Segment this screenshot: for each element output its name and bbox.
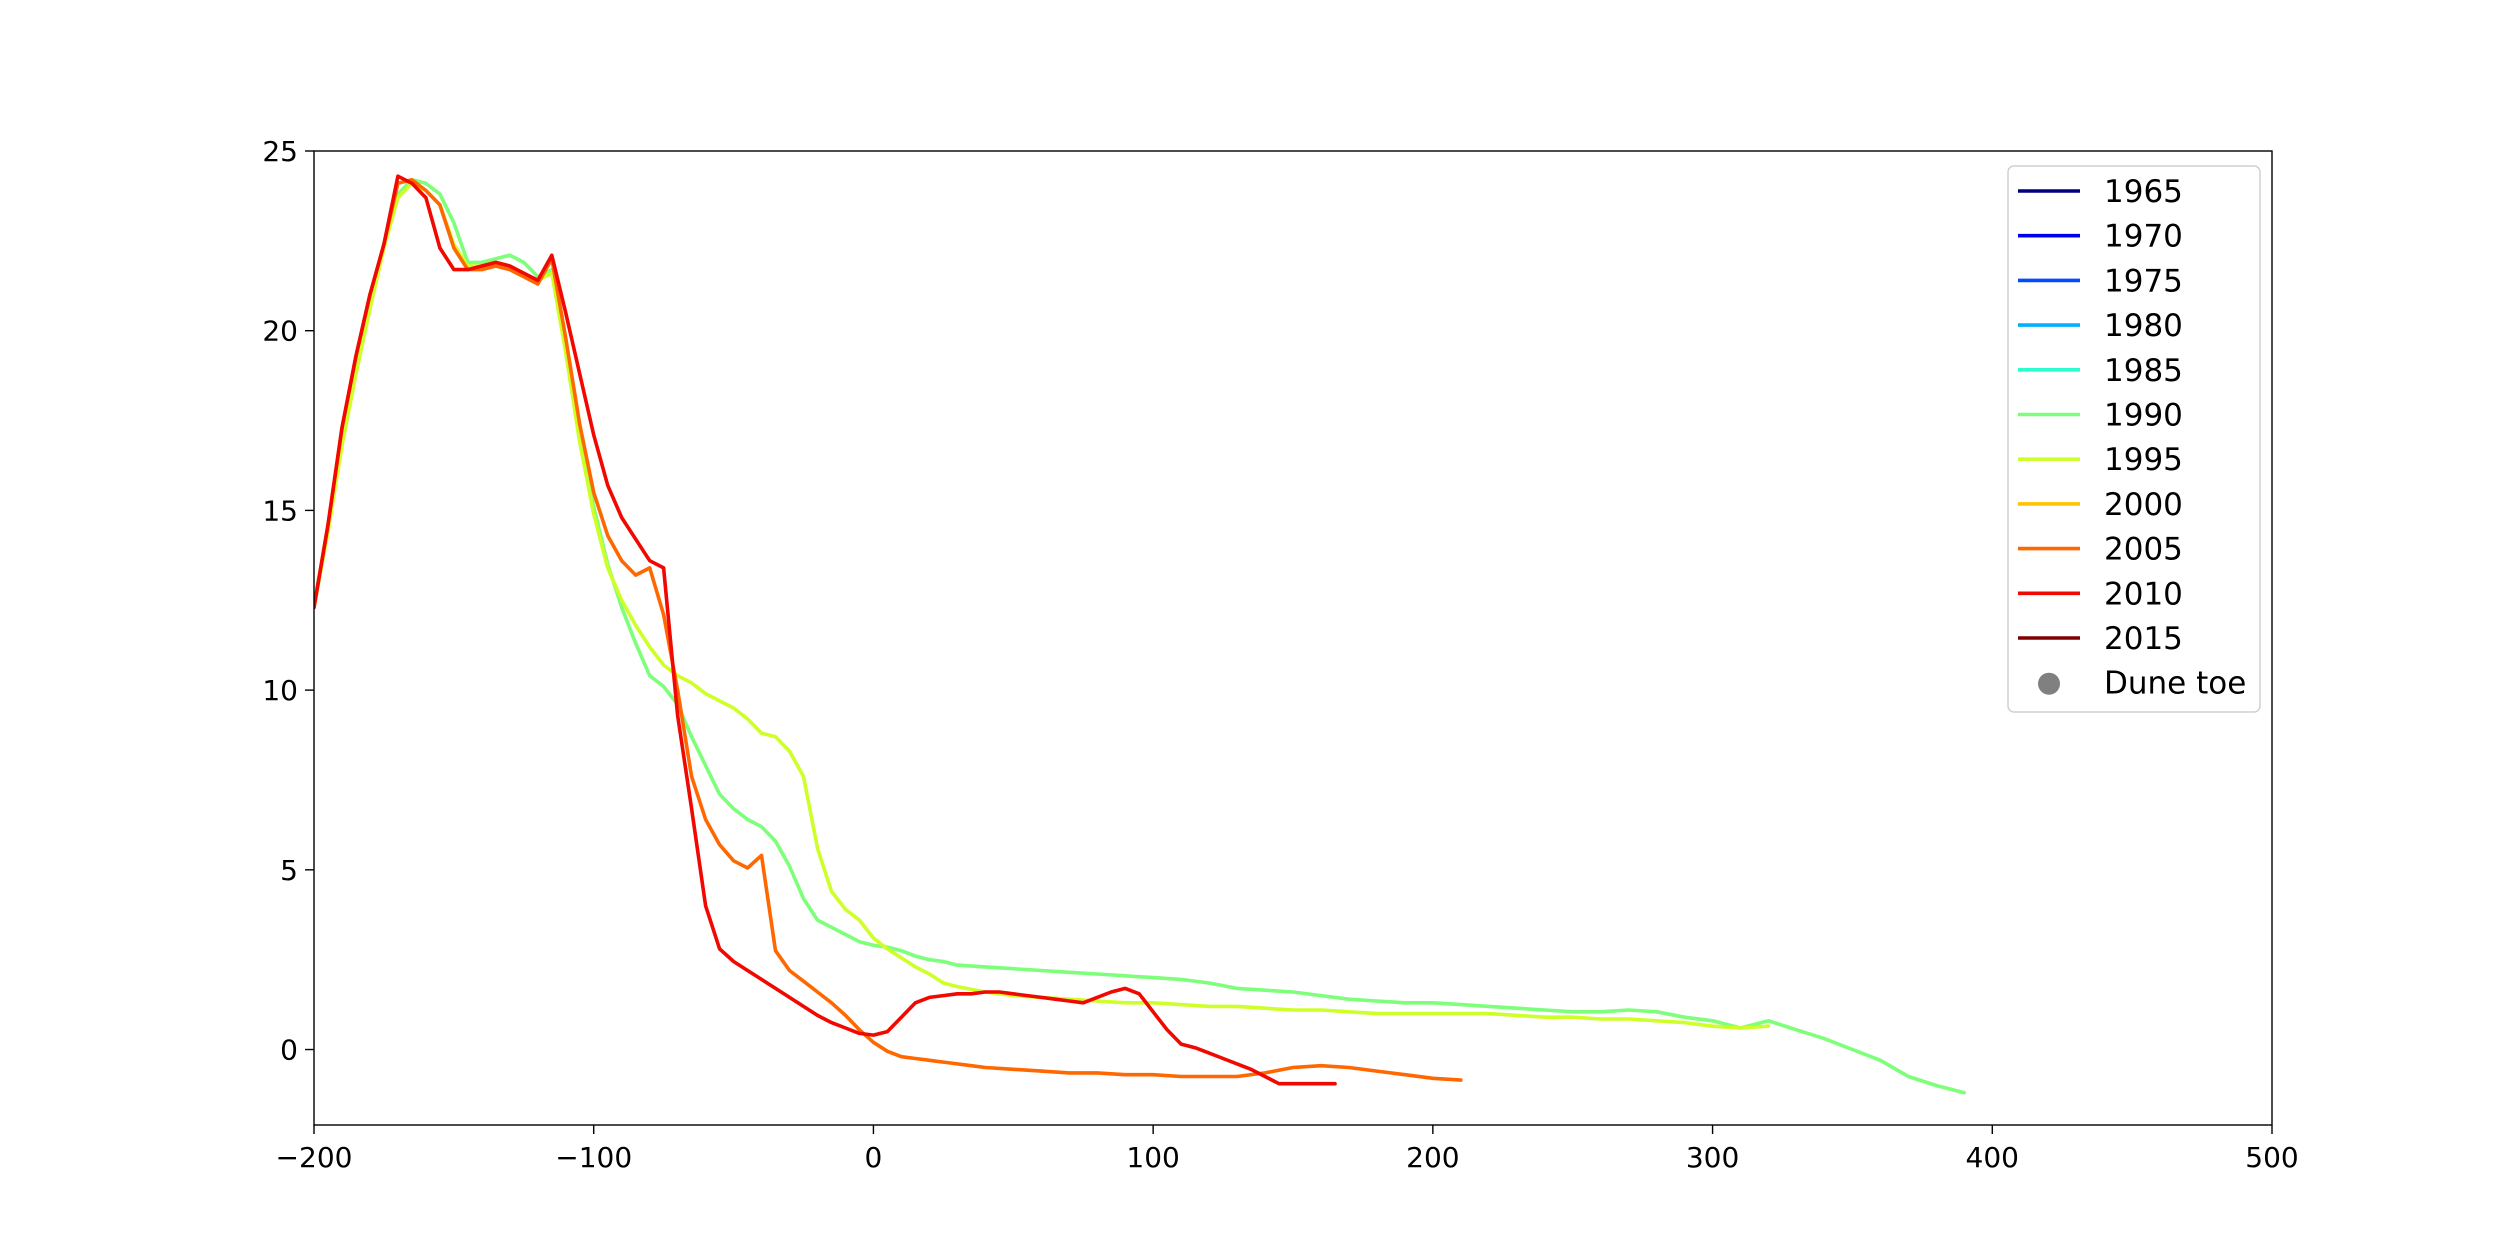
legend-item-1995: 1995: [2018, 442, 2183, 478]
legend-item-1970: 1970: [2018, 219, 2183, 255]
x-tick-label: 0: [865, 1141, 883, 1174]
legend-item-2010: 2010: [2018, 576, 2183, 612]
legend-label: 1970: [2104, 219, 2183, 255]
y-tick-label: 15: [262, 494, 298, 527]
y-tick-label: 5: [280, 854, 298, 887]
series-line-2010: [314, 174, 1337, 1086]
legend-item-2000: 2000: [2018, 487, 2183, 523]
legend-item-2005: 2005: [2018, 532, 2183, 568]
legend-label: 2000: [2104, 487, 2183, 523]
x-tick-label: 300: [1686, 1141, 1739, 1174]
y-tick-label: 20: [262, 315, 298, 348]
x-tick-label: 500: [2245, 1141, 2298, 1174]
y-tick-label: 0: [280, 1034, 298, 1067]
legend-label: 1975: [2104, 263, 2183, 299]
x-tick-label: 400: [1966, 1141, 2019, 1174]
legend: 1965 1970 1975 1980 1985 1990 1995 2000 2005 2010…: [2007, 165, 2261, 713]
legend-item-1975: 1975: [2018, 263, 2183, 299]
legend-label: Dune toe: [2104, 666, 2246, 702]
x-axis: −200 −100 0 100 200 300 400 500: [276, 1125, 2299, 1174]
legend-label: 2010: [2104, 576, 2183, 612]
y-axis: 0 5 10 15 20 25: [262, 135, 314, 1067]
legend-item-1985: 1985: [2018, 353, 2183, 389]
legend-item-1990: 1990: [2018, 398, 2183, 434]
series-line-2005: [314, 178, 1463, 1082]
legend-marker: [2038, 672, 2060, 695]
x-tick-label: 200: [1406, 1141, 1459, 1174]
plot-area-frame: [313, 150, 2273, 1126]
series-layer: [314, 174, 1967, 1095]
legend-item-dune-toe: Dune toe: [2038, 666, 2246, 702]
legend-item-1965: 1965: [2018, 174, 2183, 210]
legend-frame: [2007, 165, 2261, 713]
legend-label: 1995: [2104, 442, 2183, 478]
x-tick-label: −100: [555, 1141, 632, 1174]
legend-item-2015: 2015: [2018, 621, 2183, 657]
x-tick-label: 100: [1126, 1141, 1179, 1174]
y-tick-label: 25: [262, 135, 298, 168]
x-tick-label: −200: [276, 1141, 353, 1174]
legend-label: 1990: [2104, 398, 2183, 434]
legend-label: 2015: [2104, 621, 2183, 657]
legend-label: 1985: [2104, 353, 2183, 389]
y-tick-label: 10: [262, 674, 298, 707]
legend-entries: 1965 1970 1975 1980 1985 1990 1995 2000 2005 2010…: [2018, 174, 2246, 702]
legend-item-1980: 1980: [2018, 308, 2183, 344]
legend-label: 1980: [2104, 308, 2183, 344]
legend-label: 1965: [2104, 174, 2183, 210]
legend-label: 2005: [2104, 532, 2183, 568]
